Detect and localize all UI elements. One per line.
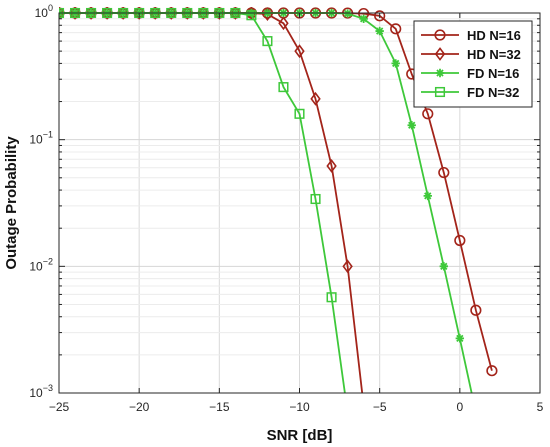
x-tick-label: 0	[456, 400, 463, 414]
legend-label: FD N=16	[467, 66, 519, 81]
x-tick-label: −20	[129, 400, 150, 414]
data-point	[310, 91, 321, 106]
x-tick-label: −15	[209, 400, 230, 414]
data-point	[391, 59, 400, 68]
data-point	[278, 82, 289, 93]
data-point	[423, 191, 432, 201]
data-point	[454, 234, 466, 247]
data-point	[326, 159, 337, 173]
data-point	[390, 23, 402, 35]
legend-item: HD N=32	[421, 47, 521, 62]
legend: HD N=16 HD N=32 FD N=16 FD N=32	[413, 20, 533, 108]
data-point	[246, 10, 257, 21]
data-point	[278, 16, 289, 31]
data-point	[422, 108, 434, 120]
x-axis-label: SNR [dB]	[267, 427, 333, 444]
data-point	[438, 166, 450, 179]
legend-label: HD N=32	[467, 47, 521, 62]
legend-item: FD N=16	[421, 66, 519, 81]
data-point	[294, 44, 305, 59]
legend-label: HD N=16	[467, 28, 521, 43]
data-point	[434, 47, 446, 61]
data-point	[294, 108, 305, 119]
data-point	[342, 259, 353, 274]
y-tick-label: 10−2	[29, 256, 53, 273]
y-axis-label: Outage Probability	[3, 136, 20, 270]
data-point	[434, 86, 446, 98]
y-tick-label: 10−3	[29, 383, 53, 400]
data-point	[343, 9, 352, 18]
data-point	[262, 36, 273, 47]
legend-item: HD N=16	[421, 28, 521, 43]
data-point	[434, 29, 446, 41]
data-point	[439, 262, 448, 271]
x-tick-label: −25	[49, 400, 70, 414]
legend-item: FD N=32	[421, 85, 519, 100]
data-point	[407, 121, 416, 130]
data-point	[374, 10, 386, 22]
y-axis-ticks: 10−3 10−2 10−1 100	[29, 3, 540, 400]
data-point	[310, 193, 321, 205]
data-point	[359, 14, 368, 23]
data-point	[435, 68, 445, 78]
y-tick-label: 10−1	[29, 130, 53, 147]
y-tick-label: 100	[35, 3, 53, 20]
x-tick-label: 5	[537, 400, 544, 414]
data-point	[375, 26, 384, 36]
data-point	[455, 334, 465, 343]
x-tick-label: −5	[373, 400, 387, 414]
data-point	[326, 292, 337, 303]
data-point	[486, 365, 498, 377]
data-point	[470, 304, 482, 316]
x-axis-ticks: −25 −20 −15 −10 −5 0 5	[49, 13, 544, 414]
legend-label: FD N=32	[467, 85, 519, 100]
x-tick-label: −10	[289, 400, 310, 414]
